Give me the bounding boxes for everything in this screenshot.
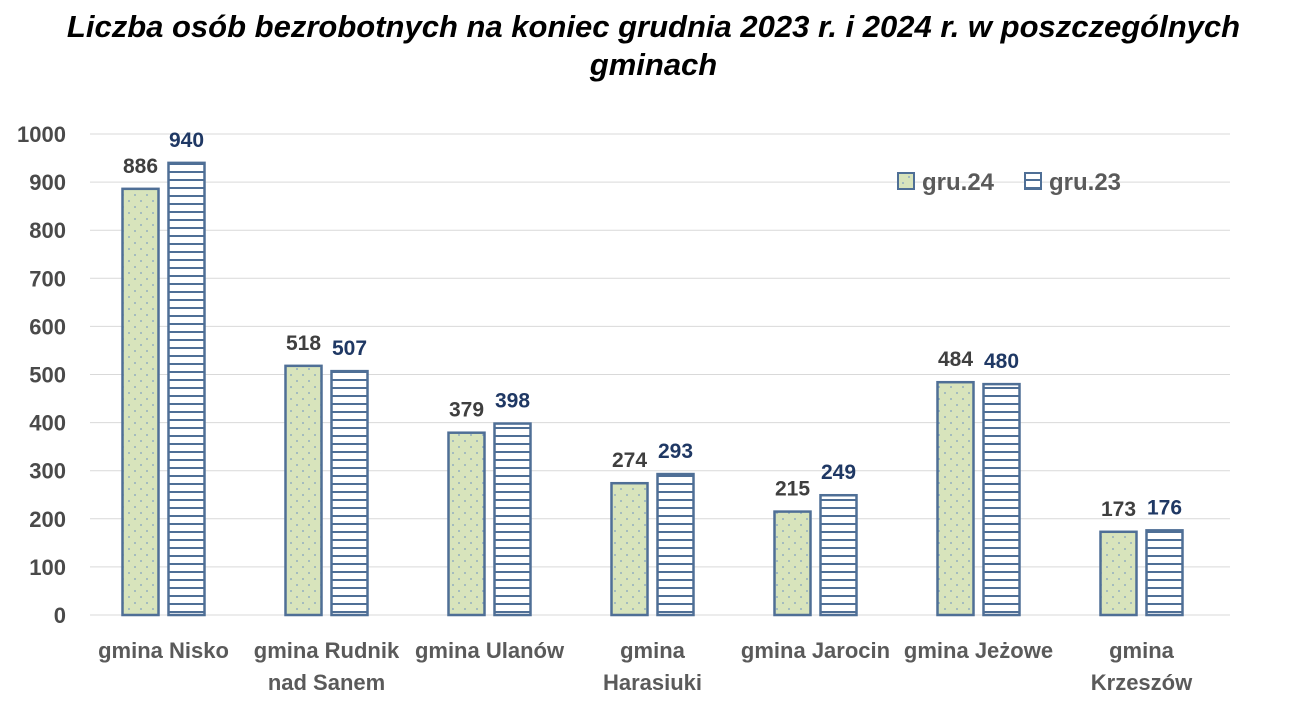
bar-gru.23-2 [493,422,532,617]
data-label-gru.23-2: 398 [495,390,530,413]
bar-gru.24-4 [773,510,812,617]
x-tick-label: gmina Jeżowe [904,638,1053,663]
bars [121,161,1184,617]
chart-title: Liczba osób bezrobotnych na koniec grudn… [66,9,1241,82]
bar-gru.24-2 [447,431,486,617]
data-label-gru.24-5: 484 [938,348,973,371]
bar-gru.23-0 [167,161,206,617]
data-label-gru.23-4: 249 [821,461,856,484]
x-tick-label: gmina Jarocin [741,638,890,663]
y-tick-label: 500 [29,363,66,388]
y-tick-label: 200 [29,507,66,532]
bar-gru.23-6 [1145,529,1184,617]
y-tick-label: 100 [29,555,66,580]
legend-label-gru.23: gru.23 [1049,169,1121,196]
data-label-gru.24-0: 886 [123,155,158,178]
x-tick-label: gmina Ulanów [415,638,565,663]
legend: gru.24 gru.23 [897,169,1121,196]
legend-swatch-gru.23 [1024,172,1042,190]
legend-swatch-gru.24 [897,172,915,190]
bar-gru.24-6 [1099,530,1138,617]
x-tick-label: gmina Rudnik nad Sanem [254,638,400,695]
data-labels: 886 940 518 507 379 398 274 293 215 249 484 480 173 1… [123,129,1182,521]
data-label-gru.24-4: 215 [775,478,810,501]
data-label-gru.23-1: 507 [332,337,367,360]
y-axis: 0 100 200 300 400 500 600 700 800 900 1000 [17,122,66,628]
bar-gru.24-0 [121,187,160,617]
bar-gru.23-3 [656,472,695,617]
data-label-gru.23-3: 293 [658,440,693,463]
x-axis: gmina Nisko gmina Rudnik nad Sanem gmina Ul… [98,638,1193,695]
y-tick-label: 300 [29,459,66,484]
gridlines [90,133,1230,616]
data-label-gru.23-5: 480 [984,350,1019,373]
x-tick-label: gmina Harasiuki [603,638,702,695]
bar-gru.23-1 [330,369,369,617]
x-tick-label: gmina Krzeszów [1091,638,1193,695]
y-tick-label: 800 [29,218,66,243]
data-label-gru.24-3: 274 [612,449,647,472]
data-label-gru.23-6: 176 [1147,496,1182,519]
y-tick-label: 0 [54,603,66,628]
bar-gru.23-5 [982,382,1021,617]
data-label-gru.24-1: 518 [286,332,321,355]
bar-gru.24-1 [284,364,323,617]
data-label-gru.24-6: 173 [1101,498,1136,521]
y-tick-label: 700 [29,266,66,291]
data-label-gru.23-0: 940 [169,129,204,152]
legend-label-gru.24: gru.24 [922,169,995,196]
y-tick-label: 600 [29,314,66,339]
y-tick-label: 900 [29,170,66,195]
y-tick-label: 1000 [17,122,66,147]
bar-gru.24-3 [610,481,649,617]
bar-gru.24-5 [936,380,975,617]
bar-gru.23-4 [819,493,858,617]
x-tick-label: gmina Nisko [98,638,229,663]
data-label-gru.24-2: 379 [449,399,484,422]
y-tick-label: 400 [29,411,66,436]
